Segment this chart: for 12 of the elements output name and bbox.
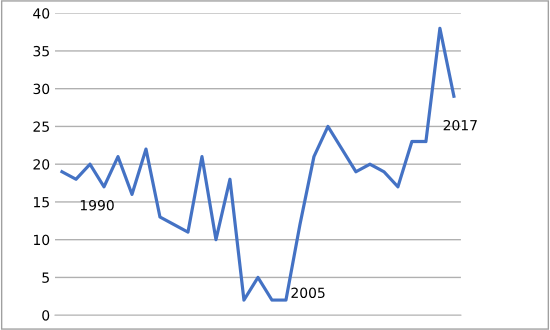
y-tick-label: 15 [34,197,49,208]
y-tick-label: 5 [42,272,49,283]
y-tick-label: 25 [33,121,49,132]
y-tick-label: 35 [34,46,49,56]
annotation: 2017 [444,120,477,130]
y-tick-label: 0 [42,310,50,321]
annotation: 2005 [291,288,325,298]
y-tick-label: 20 [33,159,50,170]
y-tick-label: 30 [34,84,50,94]
y-tick-label: 40 [33,8,50,19]
y-tick-label: 10 [34,234,50,246]
annotation: 1990 [80,200,114,210]
